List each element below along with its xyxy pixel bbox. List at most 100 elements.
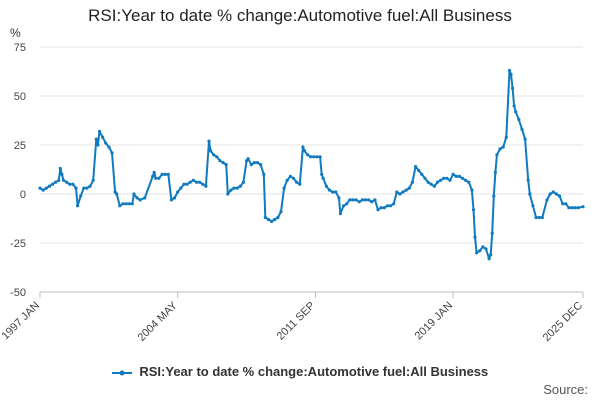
data-point: [74, 186, 78, 190]
data-point: [363, 198, 368, 202]
data-point: [209, 149, 213, 153]
data-point: [457, 174, 461, 178]
y-tick-label: 50: [14, 91, 26, 103]
data-point: [357, 200, 361, 204]
data-point: [143, 196, 147, 200]
data-point: [464, 178, 468, 182]
data-point: [448, 178, 452, 182]
data-point: [367, 198, 371, 202]
data-point: [354, 198, 358, 202]
data-point: [207, 139, 211, 143]
data-point: [360, 198, 364, 202]
data-point: [157, 176, 161, 180]
data-point: [473, 235, 477, 239]
data-point: [212, 153, 216, 157]
data-point: [182, 182, 186, 186]
data-point: [398, 192, 402, 196]
data-point: [320, 172, 324, 176]
data-point: [337, 196, 341, 200]
data-point: [379, 206, 383, 210]
data-point: [376, 208, 380, 212]
data-point: [554, 192, 559, 196]
data-point: [282, 186, 286, 190]
x-tick-label: 2004 MAY: [136, 299, 181, 344]
data-point: [481, 245, 485, 249]
data-point: [76, 204, 80, 208]
data-point: [255, 161, 260, 165]
data-point: [417, 168, 421, 173]
data-point: [551, 190, 555, 194]
data-point: [249, 163, 253, 167]
data-point: [229, 188, 233, 192]
data-point: [315, 155, 319, 159]
data-point: [318, 155, 322, 159]
series-line-group: [38, 68, 585, 261]
data-point: [351, 198, 355, 202]
data-point: [179, 186, 183, 190]
data-point: [489, 253, 493, 257]
data-point: [65, 180, 69, 184]
data-point: [501, 145, 505, 149]
data-point: [226, 192, 230, 196]
data-point: [385, 204, 389, 208]
data-point: [467, 180, 471, 184]
data-point: [395, 190, 399, 194]
data-point: [432, 184, 436, 188]
data-point: [564, 202, 568, 206]
y-tick-label: 75: [14, 42, 26, 54]
data-point: [334, 190, 338, 194]
data-point: [259, 163, 263, 167]
data-point: [221, 161, 225, 165]
data-point: [420, 172, 424, 176]
data-point: [57, 178, 61, 182]
data-point: [470, 188, 474, 192]
data-point: [439, 178, 443, 182]
series-line: [39, 69, 584, 260]
data-point: [407, 186, 411, 190]
data-point: [573, 206, 577, 210]
data-point: [44, 186, 48, 190]
y-axis-unit-label: %: [10, 26, 21, 40]
data-point: [523, 137, 527, 141]
data-point: [295, 180, 299, 184]
chart-title: RSI:Year to date % change:Automotive fue…: [88, 6, 512, 25]
data-point: [276, 215, 280, 220]
data-point: [152, 170, 156, 174]
data-point: [498, 147, 502, 151]
data-point: [91, 178, 95, 182]
data-point: [321, 176, 325, 180]
data-point: [382, 206, 386, 210]
data-point: [548, 192, 552, 196]
data-point: [509, 72, 513, 76]
y-tick-label: -50: [10, 287, 26, 299]
data-point: [94, 137, 98, 141]
data-point: [348, 198, 352, 202]
data-point: [151, 174, 155, 178]
y-tick-labels: -50 -25 0 25 50 75: [10, 42, 26, 299]
data-point: [495, 153, 499, 157]
data-point: [160, 172, 164, 176]
data-point: [270, 219, 274, 223]
data-point: [301, 145, 305, 149]
data-point: [531, 204, 535, 208]
data-point: [445, 176, 449, 180]
data-point: [404, 188, 408, 192]
data-point: [88, 184, 92, 188]
data-point: [370, 200, 374, 204]
data-point: [576, 206, 580, 210]
data-point: [85, 186, 89, 190]
data-point: [218, 159, 222, 163]
legend: RSI:Year to date % change:Automotive fue…: [0, 364, 600, 379]
data-point: [263, 215, 267, 220]
y-tick-label: -25: [10, 238, 26, 250]
data-point: [537, 215, 541, 220]
data-point: [166, 172, 170, 176]
x-tick-label: 2025 DEC: [541, 300, 585, 344]
data-point: [235, 186, 239, 190]
data-point: [338, 212, 342, 216]
data-point: [101, 135, 105, 139]
data-point: [163, 172, 167, 176]
data-point: [107, 145, 111, 149]
x-tick-label: 1997 JAN: [0, 300, 42, 343]
